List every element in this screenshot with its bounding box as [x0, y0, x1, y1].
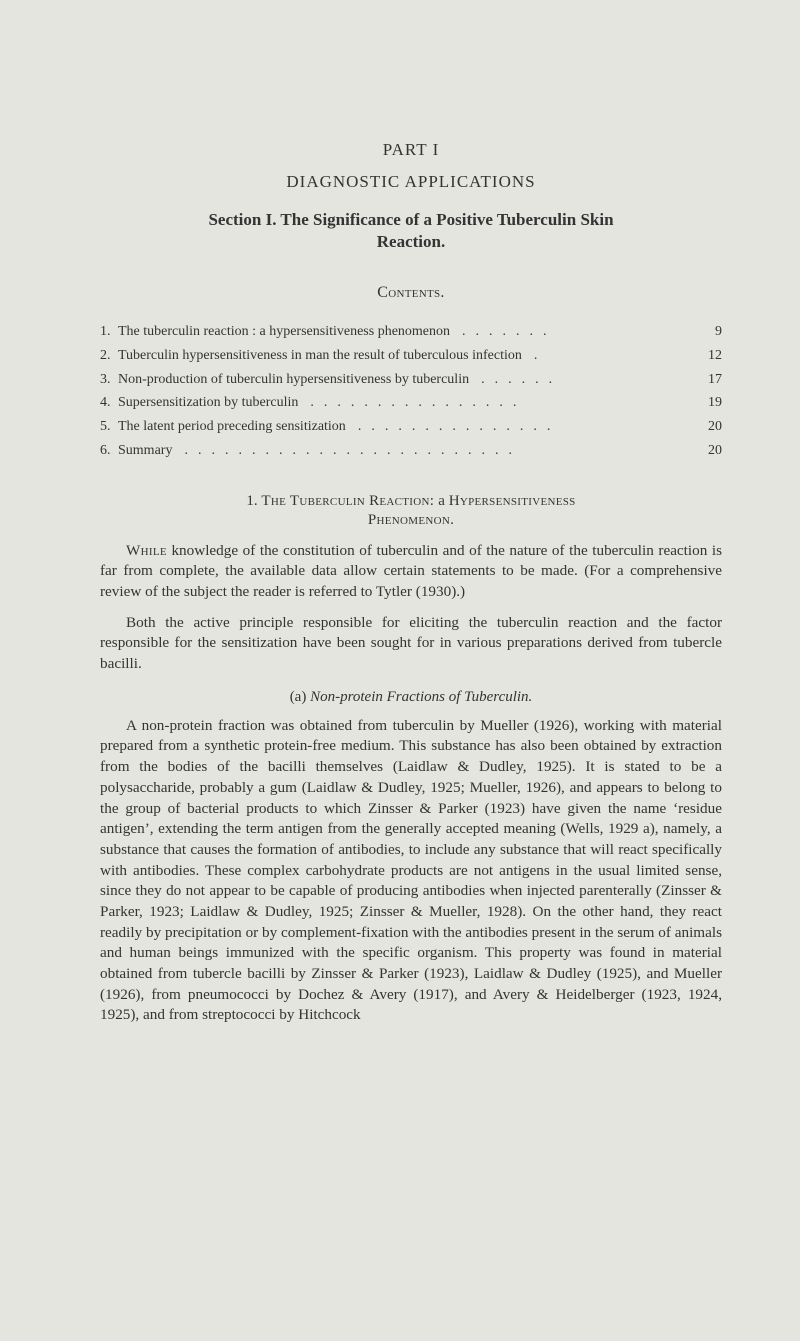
contents-item-label: Tuberculin hypersensitiveness in man the… — [118, 344, 522, 368]
contents-item-label: The latent period preceding sensitizatio… — [118, 415, 346, 439]
contents-row: 6. Summary ......................... 20 — [100, 439, 722, 463]
para-body: knowledge of the constitution of tubercu… — [100, 542, 722, 600]
contents-item-label: The tuberculin reaction : a hypersensiti… — [118, 320, 450, 344]
document-page: PART I DIAGNOSTIC APPLICATIONS Section I… — [0, 0, 800, 1341]
contents-heading: Contents. — [100, 284, 722, 302]
contents-row: 3. Non-production of tuberculin hypersen… — [100, 368, 722, 392]
contents-item-num: 5. — [100, 415, 118, 439]
contents-row: 1. The tuberculin reaction : a hypersens… — [100, 320, 722, 344]
dotted-leader: ............... — [346, 415, 696, 439]
para-lead: While — [126, 542, 167, 559]
subsection-text-b: a — [438, 493, 448, 509]
subsection-num: 1. — [246, 493, 261, 509]
contents-item-label: Summary — [118, 439, 172, 463]
part-subtitle: DIAGNOSTIC APPLICATIONS — [100, 172, 722, 192]
dotted-leader: ......................... — [172, 439, 696, 463]
paragraph: Both the active principle responsible fo… — [100, 613, 722, 675]
contents-item-num: 6. — [100, 439, 118, 463]
contents-row: 5. The latent period preceding sensitiza… — [100, 415, 722, 439]
contents-row: 2. Tuberculin hypersensitiveness in man … — [100, 344, 722, 368]
contents-table: 1. The tuberculin reaction : a hypersens… — [100, 320, 722, 463]
sub-section-label: (a) — [290, 689, 310, 705]
dotted-leader: ................ — [298, 391, 696, 415]
para-body: A non-protein fraction was obtained from… — [100, 717, 722, 1023]
contents-item-page: 20 — [696, 439, 722, 463]
dotted-leader: ....... — [450, 320, 696, 344]
contents-item-num: 4. — [100, 391, 118, 415]
contents-row: 4. Supersensitization by tuberculin ....… — [100, 391, 722, 415]
subsection-heading-line2: Phenomenon. — [100, 512, 722, 529]
contents-item-num: 3. — [100, 368, 118, 392]
subsection-heading-line1: 1. The Tuberculin Reaction: a Hypersensi… — [100, 493, 722, 510]
subsection-text-c: Hypersensitiveness — [449, 493, 576, 509]
section-heading-line1: Section I. The Significance of a Positiv… — [100, 210, 722, 230]
paragraph: While knowledge of the constitution of t… — [100, 541, 722, 603]
contents-item-num: 2. — [100, 344, 118, 368]
contents-item-label: Non-production of tuberculin hypersensit… — [118, 368, 469, 392]
sub-section-title-text: Non-protein Fractions of Tuberculin. — [310, 689, 532, 705]
subsection-text-a: The Tuberculin Reaction: — [261, 493, 438, 509]
contents-item-page: 12 — [696, 344, 722, 368]
dotted-leader: . — [522, 344, 696, 368]
contents-item-page: 19 — [696, 391, 722, 415]
contents-item-label: Supersensitization by tuberculin — [118, 391, 298, 415]
section-heading-line2: Reaction. — [100, 232, 722, 252]
part-title: PART I — [100, 140, 722, 160]
dotted-leader: ...... — [469, 368, 696, 392]
contents-item-page: 9 — [696, 320, 722, 344]
contents-item-page: 20 — [696, 415, 722, 439]
paragraph: A non-protein fraction was obtained from… — [100, 716, 722, 1026]
contents-item-page: 17 — [696, 368, 722, 392]
para-body: Both the active principle responsible fo… — [100, 614, 722, 672]
contents-item-num: 1. — [100, 320, 118, 344]
sub-section-a-title: (a) Non-protein Fractions of Tuberculin. — [100, 689, 722, 706]
